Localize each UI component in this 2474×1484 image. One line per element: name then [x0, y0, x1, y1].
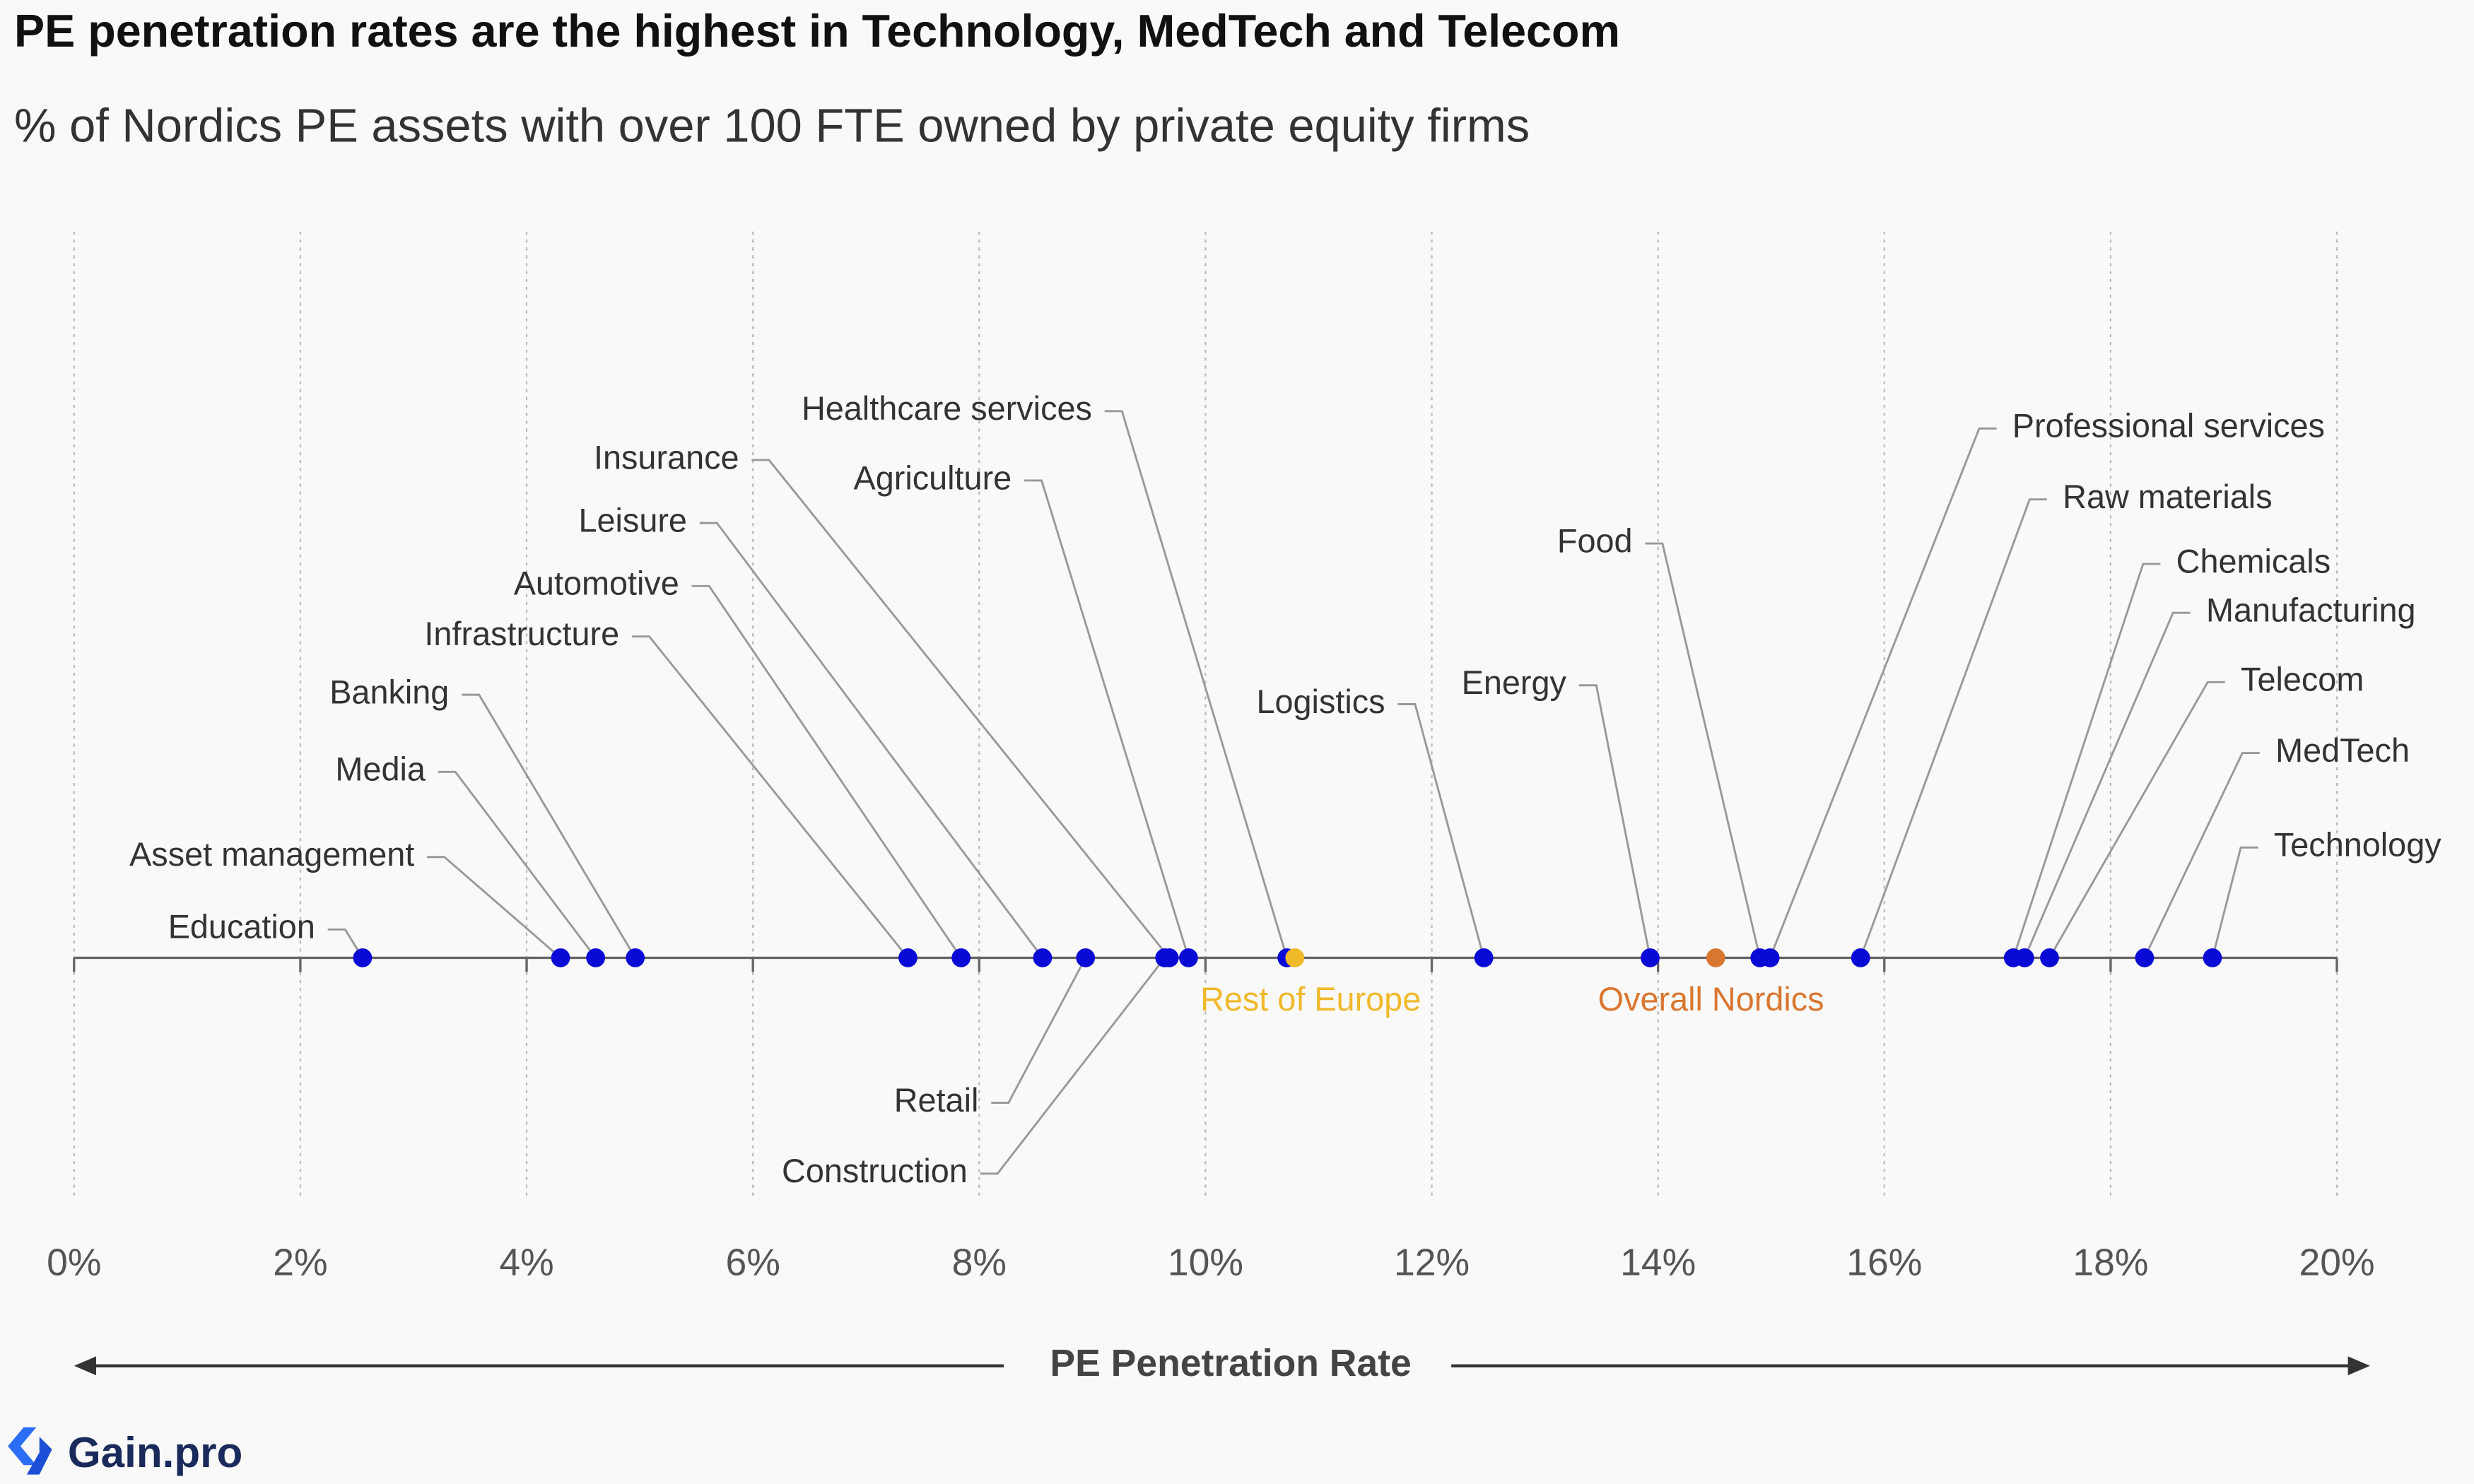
- category-label: Infrastructure: [424, 616, 619, 652]
- category-label: Asset management: [129, 836, 414, 873]
- leader-line: [751, 459, 1171, 959]
- leader-line: [631, 635, 909, 959]
- x-tick-label: 2%: [273, 1242, 327, 1283]
- dot: [2203, 948, 2222, 967]
- arrow-head: [74, 1356, 96, 1376]
- leader-line: [1645, 542, 1761, 958]
- leader-line: [699, 522, 1044, 959]
- dot: [1760, 948, 1780, 967]
- reference-label: Rest of Europe: [1200, 981, 1421, 1018]
- leader-line: [991, 957, 1087, 1104]
- leader-line: [691, 584, 962, 959]
- leader-line: [980, 957, 1166, 1175]
- leader-line: [1397, 703, 1485, 958]
- category-label: Automotive: [514, 565, 679, 602]
- category-label: Energy: [1462, 664, 1567, 701]
- leader-line: [1578, 684, 1651, 958]
- category-label: Raw materials: [2063, 478, 2272, 515]
- leader-line: [1104, 410, 1289, 958]
- brand: Gain.pro: [68, 1429, 242, 1476]
- category-label: Food: [1557, 522, 1633, 559]
- dot: [951, 948, 971, 967]
- dot: [2040, 948, 2059, 967]
- category-label: Logistics: [1256, 683, 1385, 720]
- category-label: Media: [335, 751, 426, 788]
- category-label: Healthcare services: [802, 390, 1092, 427]
- reference-label: Overall Nordics: [1598, 981, 1824, 1018]
- leader-line: [2023, 611, 2191, 958]
- x-tick-label: 6%: [725, 1242, 780, 1283]
- category-label: Insurance: [594, 439, 739, 476]
- dot: [551, 948, 570, 967]
- dot: [1159, 948, 1179, 967]
- category-label: Retail: [894, 1082, 979, 1119]
- chart-title: PE penetration rates are the highest in …: [14, 5, 1620, 57]
- x-tick-label: 0%: [47, 1242, 101, 1283]
- category-label: MedTech: [2275, 732, 2410, 769]
- dot: [2135, 948, 2155, 967]
- dot: [1033, 948, 1053, 967]
- dot: [1076, 948, 1096, 967]
- leader-line: [427, 856, 562, 959]
- reference-dot: [1285, 948, 1305, 967]
- dot: [626, 948, 645, 967]
- arrow-head: [2347, 1356, 2370, 1376]
- leader-line: [1769, 427, 1997, 958]
- dots: [353, 948, 2222, 967]
- x-axis-label: PE Penetration Rate: [1050, 1343, 1411, 1384]
- category-label: Manufacturing: [2206, 592, 2416, 629]
- leader-line: [438, 770, 597, 959]
- leader-line: [1024, 479, 1190, 958]
- category-label: Construction: [782, 1153, 968, 1189]
- leader-line: [2048, 681, 2225, 959]
- leader-line: [2143, 752, 2260, 959]
- chart-subtitle: % of Nordics PE assets with over 100 FTE…: [14, 99, 1530, 152]
- logo: Gain.pro: [8, 1427, 242, 1476]
- dot: [1179, 948, 1198, 967]
- dot: [1851, 948, 1870, 967]
- category-label: Professional services: [2012, 408, 2325, 444]
- dot: [353, 948, 373, 967]
- category-label: Education: [168, 909, 315, 946]
- category-label: Chemicals: [2176, 543, 2331, 579]
- x-tick-label: 16%: [1846, 1242, 1922, 1283]
- category-label: Telecom: [2241, 661, 2364, 698]
- dot: [2015, 948, 2034, 967]
- x-tick-label: 10%: [1168, 1242, 1243, 1283]
- category-label: Leisure: [578, 502, 686, 538]
- logo-icon: [8, 1427, 37, 1466]
- reference-dot: [1706, 948, 1725, 967]
- leader-line: [2211, 846, 2258, 958]
- x-tick-label: 18%: [2073, 1242, 2148, 1283]
- x-tick-label: 12%: [1394, 1242, 1470, 1283]
- category-label: Agriculture: [854, 459, 1012, 496]
- leader-line: [462, 693, 636, 959]
- leader-line: [2012, 563, 2161, 958]
- x-tick-label: 4%: [499, 1242, 553, 1283]
- dot: [898, 948, 918, 967]
- logo-icon: [26, 1437, 52, 1475]
- leader-lines: [327, 410, 2260, 1175]
- dot: [586, 948, 606, 967]
- category-label: Technology: [2274, 827, 2441, 864]
- x-tick-label: 8%: [952, 1242, 1007, 1283]
- x-tick-label: 20%: [2299, 1242, 2375, 1283]
- dot: [1641, 948, 1660, 967]
- category-label: Banking: [329, 673, 449, 710]
- x-tick-label: 14%: [1620, 1242, 1696, 1283]
- leader-line: [327, 928, 364, 959]
- leader-line: [1859, 498, 2047, 958]
- dot: [1474, 948, 1494, 967]
